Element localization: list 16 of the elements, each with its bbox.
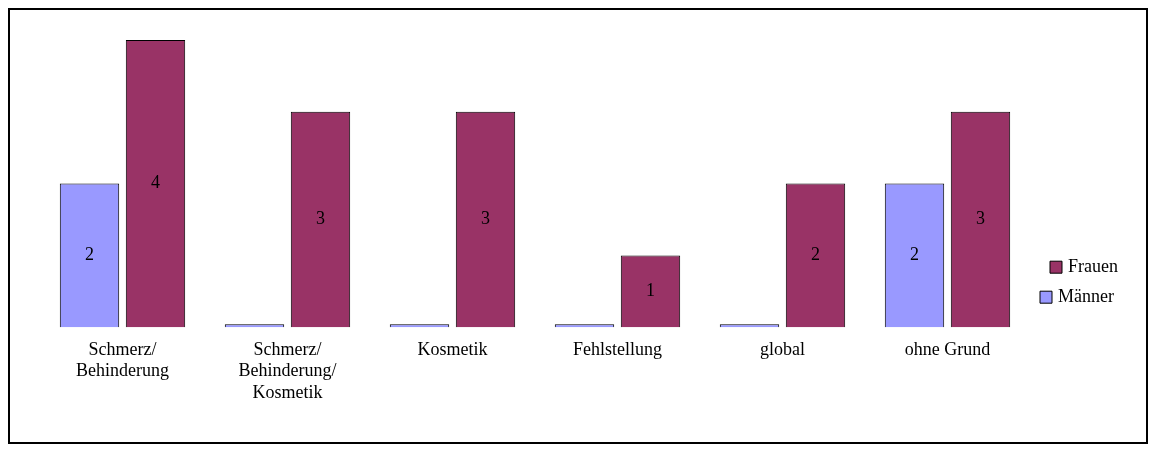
x-tick-label: global [760,338,805,359]
x-tick-label: Schmerz/Behinderung/Kosmetik [238,338,337,402]
data-label: 1 [646,280,655,301]
legend-label: Frauen [1068,255,1118,276]
data-label: 3 [976,208,985,229]
x-tick-label: Kosmetik [417,338,488,359]
data-label: 3 [316,208,325,229]
data-label: 2 [910,244,919,265]
legend-label: Männer [1058,285,1114,306]
data-label: 3 [481,208,490,229]
data-label: 2 [85,244,94,265]
x-tick-label: ohne Grund [904,338,991,359]
data-label: 2 [811,244,820,265]
data-label: 4 [151,172,160,193]
x-tick-label: Fehlstellung [573,338,662,359]
x-tick-label: Schmerz/Behinderung [76,338,169,381]
